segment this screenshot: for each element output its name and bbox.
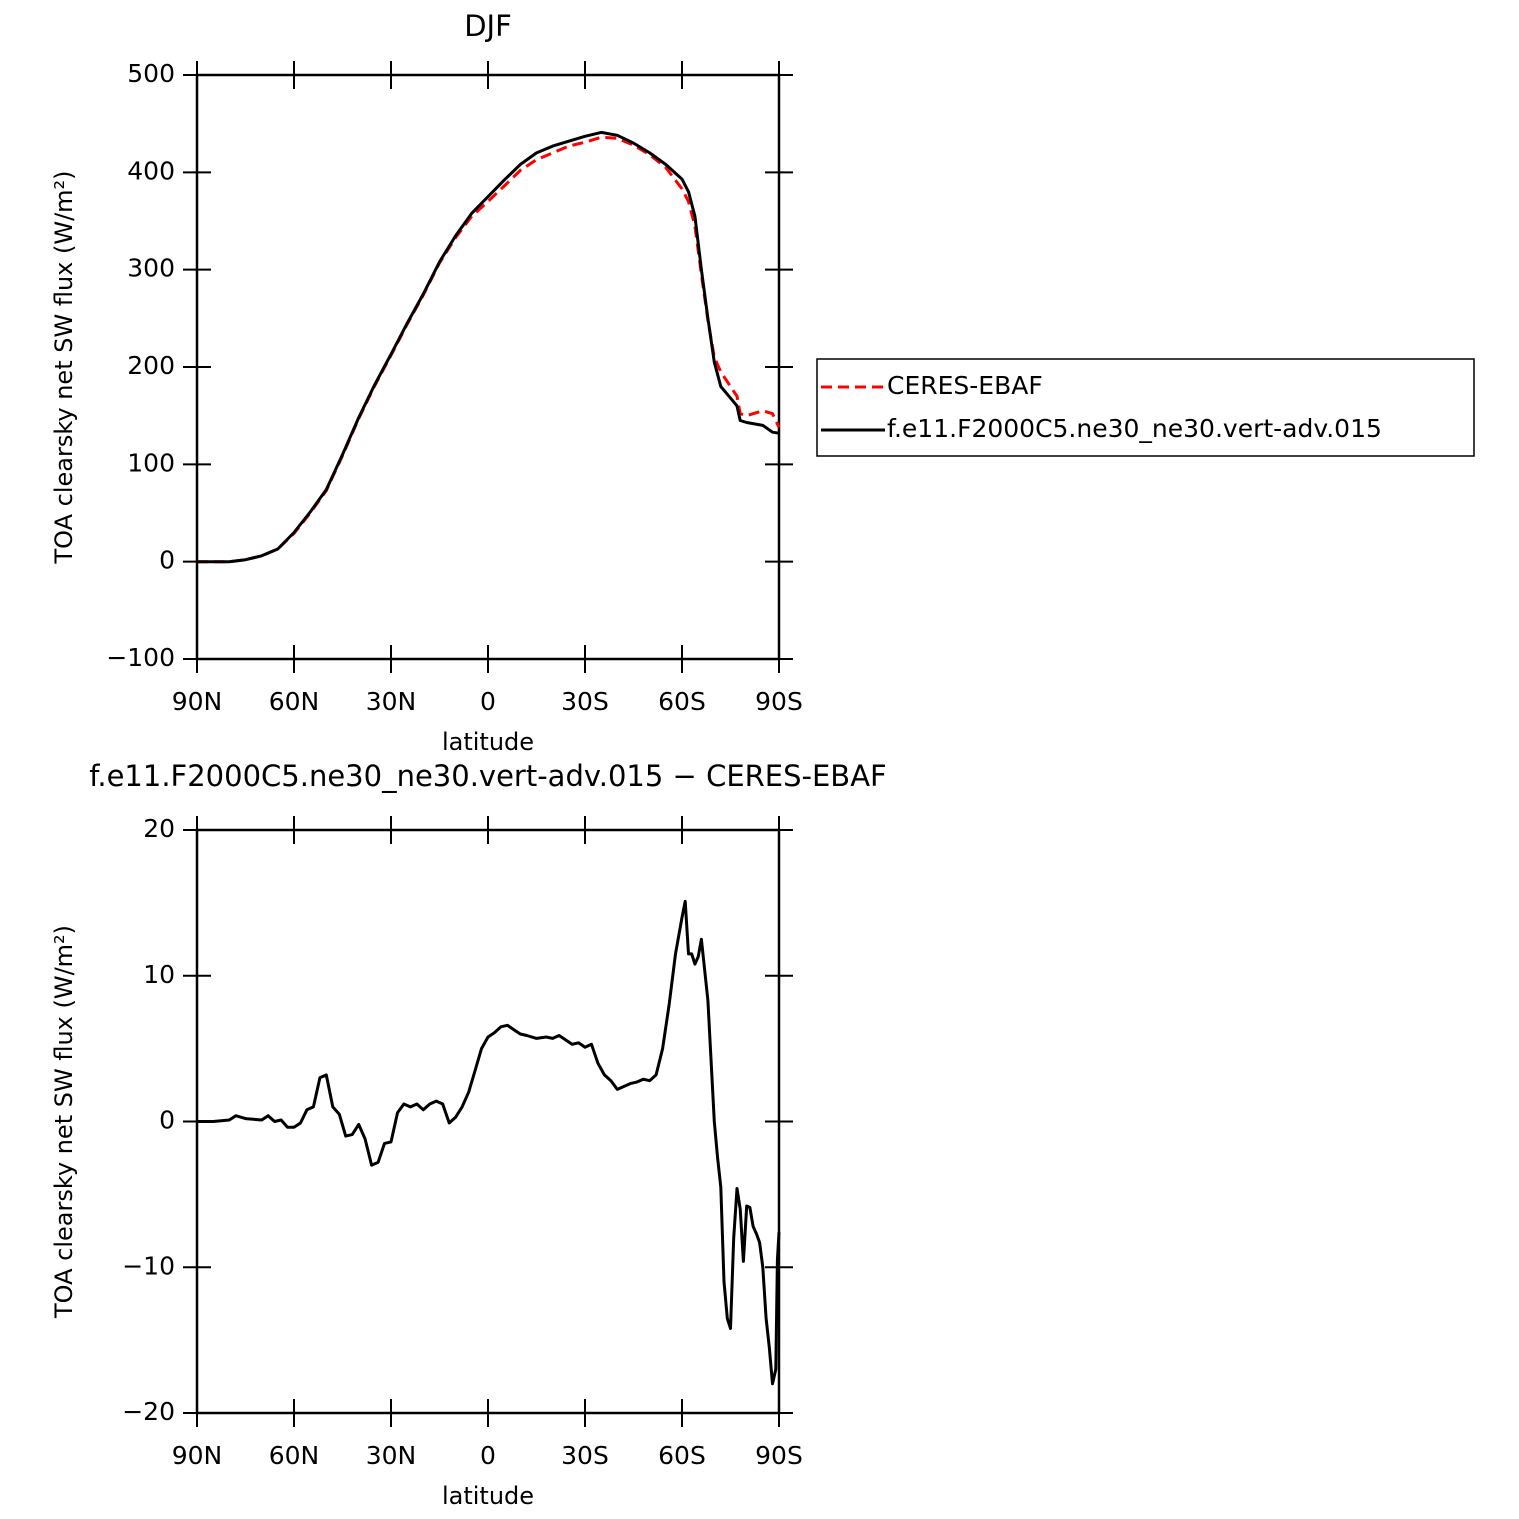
y-tick-label: −100 (106, 643, 175, 672)
legend: CERES-EBAF f.e11.F2000C5.ne30_ne30.vert-a… (816, 358, 1475, 457)
y-tick-label: 400 (127, 156, 175, 185)
x-tick-label: 30S (561, 1441, 609, 1470)
y-tick-label: 500 (127, 59, 175, 88)
legend-label: CERES-EBAF (887, 371, 1043, 400)
x-tick-label: 90S (755, 1441, 803, 1470)
y-tick-label: 20 (143, 814, 175, 843)
x-tick-label: 30N (366, 687, 417, 716)
y-tick-label: 0 (159, 1106, 175, 1135)
x-tick-label: 0 (480, 687, 496, 716)
y-tick-label: 10 (143, 960, 175, 989)
y-axis-label: TOA clearsky net SW flux (W/m²) (50, 170, 78, 564)
x-tick-label: 30S (561, 687, 609, 716)
data-line (197, 130, 780, 564)
legend-label: f.e11.F2000C5.ne30_ne30.vert-adv.015 (887, 414, 1382, 443)
x-tick-label: 60N (269, 687, 320, 716)
y-tick-label: −10 (122, 1251, 175, 1280)
data-line (197, 899, 781, 1386)
plot-frame (195, 73, 781, 661)
x-axis-label: latitude (442, 1482, 534, 1510)
y-tick-label: −20 (122, 1397, 175, 1426)
y-axis-label: TOA clearsky net SW flux (W/m²) (50, 925, 78, 1319)
x-tick-label: 90N (172, 687, 223, 716)
data-line (197, 135, 781, 564)
x-tick-label: 60S (658, 687, 706, 716)
y-tick-label: 100 (127, 448, 175, 477)
x-tick-label: 90N (172, 1441, 223, 1470)
y-tick-label: 300 (127, 254, 175, 283)
y-tick-label: 200 (127, 351, 175, 380)
x-tick-label: 30N (366, 1441, 417, 1470)
chart-title: DJF (464, 9, 512, 43)
x-tick-label: 60N (269, 1441, 320, 1470)
chart-title: f.e11.F2000C5.ne30_ne30.vert-adv.015 − C… (89, 759, 886, 793)
y-tick-label: 0 (159, 546, 175, 575)
x-tick-label: 60S (658, 1441, 706, 1470)
legend-box (816, 358, 1475, 457)
x-tick-label: 0 (480, 1441, 496, 1470)
x-axis-label: latitude (442, 728, 534, 756)
x-tick-label: 90S (755, 687, 803, 716)
